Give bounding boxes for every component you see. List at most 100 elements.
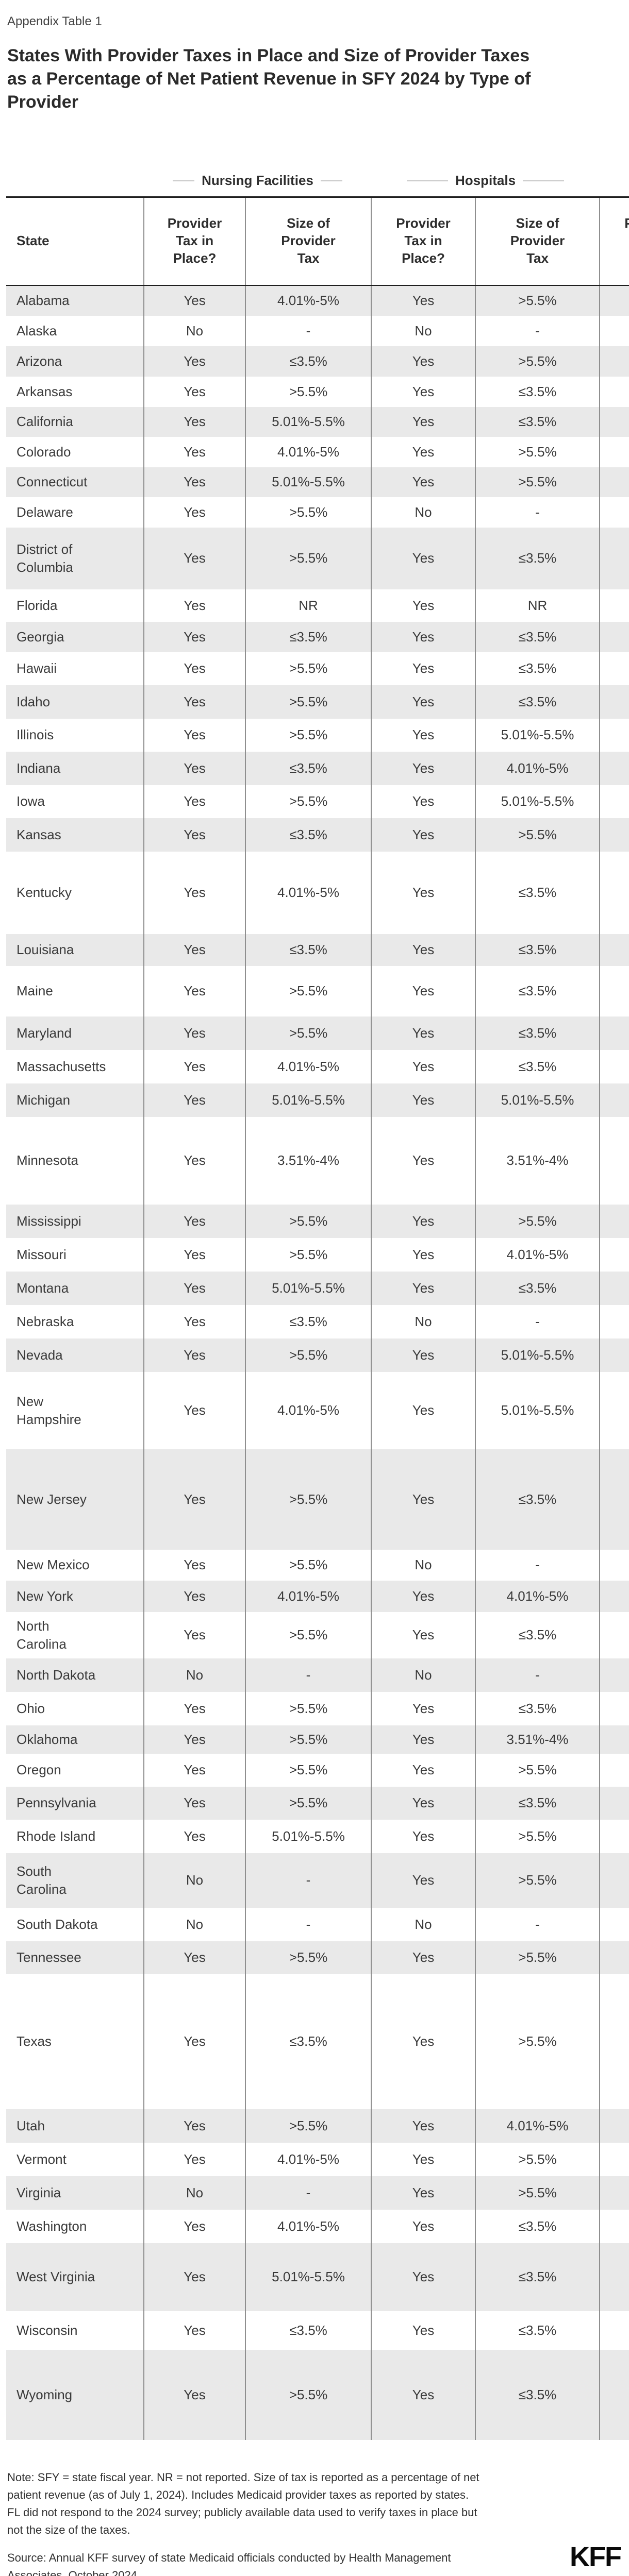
- cell-nursing-tax-size: ≤3.5%: [244, 1974, 372, 2109]
- cell-nursing-tax-size: >5.5%: [244, 1238, 372, 1272]
- cell-state: Tennessee: [16, 1950, 81, 1965]
- cell-nursing-tax-size: >5.5%: [244, 376, 372, 407]
- table-row: Alabama Yes 4.01%-5% Yes >5.5%: [6, 285, 629, 316]
- cell-nursing-tax-in-place: No: [143, 1658, 245, 1692]
- table-row: Kansas Yes ≤3.5% Yes >5.5%: [6, 818, 629, 852]
- cell-nursing-tax-size: ≤3.5%: [244, 346, 372, 377]
- cell-hospital-tax-in-place: Yes: [371, 285, 476, 316]
- table-row: Hawaii Yes >5.5% Yes ≤3.5%: [6, 652, 629, 685]
- cell-state: Colorado: [16, 444, 71, 460]
- table-row: Tennessee Yes >5.5% Yes >5.5%: [6, 1941, 629, 1974]
- cell-nursing-tax-in-place: Yes: [143, 1753, 245, 1787]
- cell-hospital-tax-in-place: Yes: [371, 1580, 476, 1612]
- cell-nursing-tax-in-place: Yes: [143, 376, 245, 407]
- cell-hospital-tax-in-place: Yes: [371, 527, 476, 589]
- cell-nursing-tax-size: ≤3.5%: [244, 621, 372, 652]
- cell-nursing-tax-size: >5.5%: [244, 2109, 372, 2143]
- cell-hospital-tax-in-place: Yes: [371, 346, 476, 377]
- cell-partial-column: [599, 1974, 629, 2109]
- cell-nursing-tax-in-place: Yes: [143, 1819, 245, 1853]
- cell-partial-column: [599, 315, 629, 346]
- cell-state: Kentucky: [16, 885, 72, 901]
- cell-partial-column: [599, 467, 629, 497]
- cell-hospital-tax-size: >5.5%: [475, 1941, 600, 1974]
- group-label-dash: [320, 180, 342, 181]
- cell-hospital-tax-size: ≤3.5%: [475, 406, 600, 437]
- cell-nursing-tax-size: -: [244, 1907, 372, 1941]
- cell-state: Ohio: [16, 1700, 45, 1716]
- table-row: Utah Yes >5.5% Yes 4.01%-5%: [6, 2109, 629, 2143]
- cell-nursing-tax-size: -: [244, 1853, 372, 1908]
- cell-nursing-tax-in-place: Yes: [143, 1371, 245, 1449]
- table-row: Idaho Yes >5.5% Yes ≤3.5%: [6, 685, 629, 719]
- cell-nursing-tax-in-place: Yes: [143, 346, 245, 377]
- cell-nursing-tax-size: >5.5%: [244, 1753, 372, 1787]
- cell-nursing-tax-size: >5.5%: [244, 1691, 372, 1725]
- cell-nursing-tax-in-place: Yes: [143, 851, 245, 934]
- cell-hospital-tax-in-place: Yes: [371, 818, 476, 852]
- cell-state: Utah: [16, 2117, 45, 2133]
- cell-hospital-tax-size: 3.51%-4%: [475, 1116, 600, 1205]
- table-row: Massachusetts Yes 4.01%-5% Yes ≤3.5%: [6, 1049, 629, 1083]
- cell-state: Louisiana: [16, 942, 74, 958]
- cell-state: New Hampshire: [16, 1393, 81, 1427]
- cell-nursing-tax-size: >5.5%: [244, 718, 372, 752]
- cell-nursing-tax-in-place: Yes: [143, 436, 245, 467]
- cell-hospital-tax-in-place: Yes: [371, 1049, 476, 1083]
- cell-hospital-tax-size: >5.5%: [475, 436, 600, 467]
- cell-hospital-tax-in-place: Yes: [371, 2243, 476, 2311]
- table-row: North Carolina Yes >5.5% Yes ≤3.5%: [6, 1612, 629, 1658]
- cell-partial-column: [599, 406, 629, 437]
- cell-nursing-tax-size: 5.01%-5.5%: [244, 467, 372, 497]
- table-row: California Yes 5.01%-5.5% Yes ≤3.5%: [6, 406, 629, 437]
- cell-state: Nevada: [16, 1347, 63, 1363]
- cell-nursing-tax-size: 4.01%-5%: [244, 285, 372, 316]
- cell-partial-column: [599, 965, 629, 1016]
- cell-nursing-tax-in-place: Yes: [143, 1786, 245, 1820]
- cell-hospital-tax-size: ≤3.5%: [475, 621, 600, 652]
- cell-hospital-tax-size: ≤3.5%: [475, 1016, 600, 1050]
- cell-hospital-tax-size: 4.01%-5%: [475, 2109, 600, 2143]
- cell-state: New Jersey: [16, 1491, 87, 1507]
- table-row: Wyoming Yes >5.5% Yes ≤3.5%: [6, 2349, 629, 2440]
- cell-state: Idaho: [16, 693, 51, 709]
- cell-nursing-tax-in-place: Yes: [143, 467, 245, 497]
- cell-nursing-tax-in-place: Yes: [143, 406, 245, 437]
- cell-state: Georgia: [16, 629, 64, 645]
- cell-nursing-tax-size: ≤3.5%: [244, 1304, 372, 1338]
- cell-nursing-tax-in-place: No: [143, 315, 245, 346]
- cell-state: Wyoming: [16, 2386, 73, 2402]
- cell-nursing-tax-in-place: Yes: [143, 1612, 245, 1658]
- group-partial-spacer: [600, 165, 629, 197]
- cell-hospital-tax-in-place: Yes: [371, 1941, 476, 1974]
- cell-state: Alabama: [16, 293, 70, 309]
- cell-hospital-tax-size: -: [475, 1304, 600, 1338]
- cell-state: Indiana: [16, 760, 61, 776]
- cell-state: Arizona: [16, 353, 62, 369]
- cell-nursing-tax-size: >5.5%: [244, 1725, 372, 1754]
- cell-state: California: [16, 414, 73, 430]
- cell-hospital-tax-size: >5.5%: [475, 467, 600, 497]
- column-group-row: Nursing Facilities Hospitals: [6, 165, 629, 197]
- table-row: Ohio Yes >5.5% Yes ≤3.5%: [6, 1691, 629, 1725]
- cell-hospital-tax-size: ≤3.5%: [475, 685, 600, 719]
- cell-hospital-tax-in-place: Yes: [371, 785, 476, 818]
- cell-hospital-tax-size: >5.5%: [475, 2142, 600, 2176]
- column-header-partial-clipped: Provider Tax in Place?: [599, 196, 629, 286]
- cell-state: Wisconsin: [16, 2322, 78, 2338]
- table-row: Indiana Yes ≤3.5% Yes 4.01%-5%: [6, 751, 629, 785]
- cell-partial-column: [599, 436, 629, 467]
- cell-nursing-tax-size: ≤3.5%: [244, 934, 372, 966]
- cell-nursing-tax-in-place: Yes: [143, 1083, 245, 1117]
- cell-hospital-tax-in-place: Yes: [371, 467, 476, 497]
- cell-state: Oregon: [16, 1762, 61, 1778]
- cell-partial-column: [599, 2349, 629, 2440]
- cell-nursing-tax-in-place: Yes: [143, 527, 245, 589]
- cell-state: Washington: [16, 2218, 87, 2234]
- cell-hospital-tax-in-place: Yes: [371, 934, 476, 966]
- table-row: Florida Yes NR Yes NR: [6, 589, 629, 622]
- cell-partial-column: [599, 1271, 629, 1305]
- cell-partial-column: [599, 2209, 629, 2243]
- cell-hospital-tax-in-place: Yes: [371, 406, 476, 437]
- cell-partial-column: [599, 785, 629, 818]
